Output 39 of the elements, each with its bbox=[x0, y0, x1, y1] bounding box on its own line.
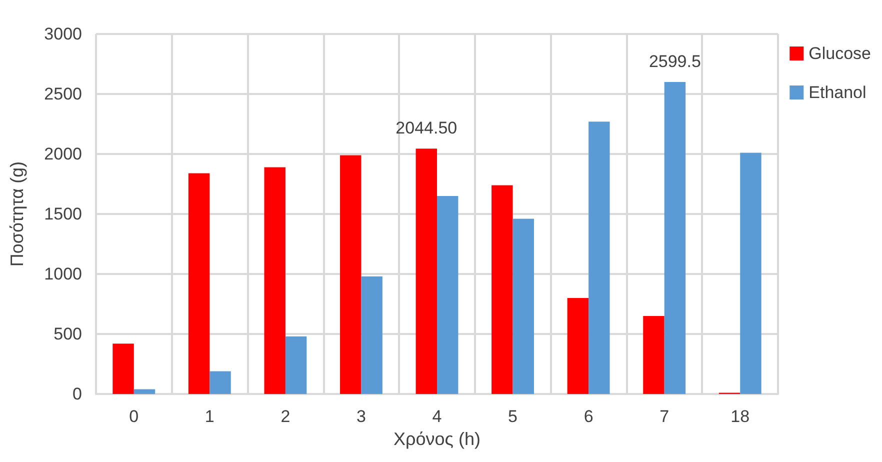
x-tick-label: 5 bbox=[508, 407, 518, 426]
y-tick-label: 2000 bbox=[44, 144, 82, 164]
y-tick-label: 0 bbox=[72, 384, 82, 404]
bar bbox=[740, 152, 762, 394]
y-tick-label: 3000 bbox=[44, 24, 82, 44]
y-tick-label: 2500 bbox=[44, 84, 82, 104]
x-tick-label: 0 bbox=[129, 407, 139, 426]
bar bbox=[264, 167, 286, 394]
y-tick-label: 1500 bbox=[44, 204, 82, 224]
data-label: 2599.5 bbox=[648, 52, 701, 72]
bar bbox=[492, 185, 513, 394]
bar bbox=[340, 155, 362, 394]
bar bbox=[134, 389, 156, 394]
bar bbox=[643, 316, 664, 394]
y-tick-label: 1000 bbox=[44, 264, 82, 284]
bar bbox=[285, 336, 307, 394]
x-tick-label: 2 bbox=[280, 407, 290, 426]
bar bbox=[112, 344, 134, 394]
x-tick-label: 4 bbox=[432, 407, 442, 426]
x-tick-label: 7 bbox=[660, 407, 670, 426]
bar bbox=[437, 196, 458, 394]
bar bbox=[664, 82, 686, 394]
y-tick-label: 500 bbox=[54, 324, 82, 344]
bar bbox=[588, 122, 610, 394]
data-label: 2044.50 bbox=[396, 118, 458, 138]
y-axis-title: Ποσότητα (g) bbox=[7, 161, 27, 267]
bar bbox=[188, 173, 210, 394]
bar bbox=[210, 371, 231, 394]
bar bbox=[567, 298, 589, 394]
legend-label: Glucose bbox=[808, 44, 872, 63]
x-tick-label: 6 bbox=[584, 407, 594, 426]
bar bbox=[361, 276, 382, 394]
x-tick-label: 3 bbox=[356, 407, 366, 426]
x-tick-label: 18 bbox=[730, 407, 750, 426]
x-tick-label: 1 bbox=[204, 407, 214, 426]
legend-label: Ethanol bbox=[808, 83, 866, 102]
bar bbox=[512, 218, 534, 394]
bar bbox=[416, 148, 437, 394]
x-axis-title: Χρόνος (h) bbox=[394, 428, 480, 449]
